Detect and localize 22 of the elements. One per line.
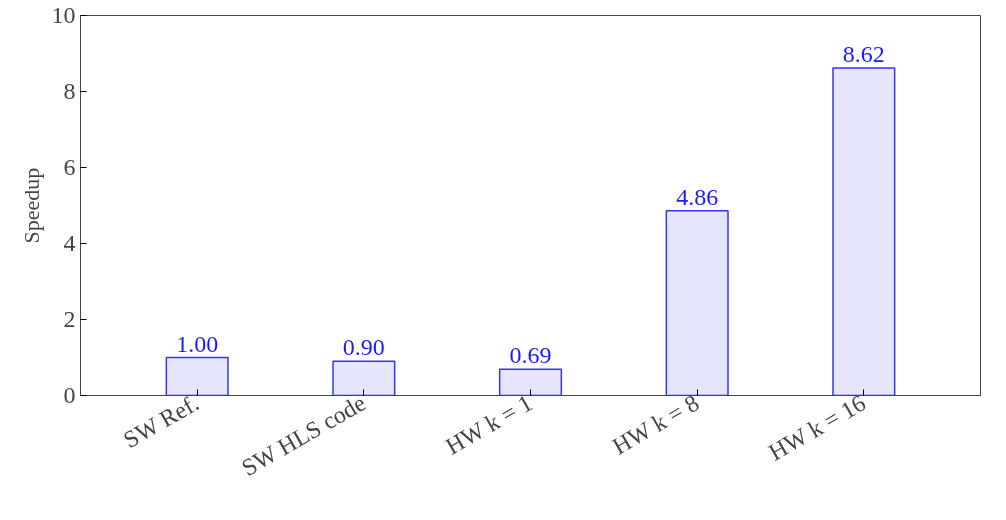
y-axis-title: Speedup	[18, 167, 44, 244]
y-tick-label: 10	[51, 2, 76, 28]
data-label: 0.69	[509, 342, 552, 369]
bar	[165, 356, 229, 396]
y-tick-label: 4	[63, 230, 76, 256]
data-label: 0.90	[342, 334, 385, 361]
bar	[832, 67, 896, 396]
bar	[332, 360, 396, 396]
x-tick-label: SW Ref.	[119, 389, 204, 454]
x-tick-label: HW k = 8	[607, 389, 704, 460]
x-tick-label: HW k = 1	[441, 389, 537, 460]
bar	[665, 210, 729, 396]
bar	[498, 368, 563, 396]
y-tick-label: 2	[63, 306, 76, 332]
x-tick-label: SW HLS code	[237, 389, 370, 482]
y-tick-label: 8	[63, 78, 76, 104]
x-tick-label: HW k = 16	[764, 389, 870, 466]
data-label: 8.62	[842, 40, 885, 67]
data-label: 4.86	[676, 183, 719, 210]
y-tick-label: 0	[63, 382, 76, 408]
data-label: 1.00	[176, 330, 219, 357]
y-tick-label: 6	[63, 154, 76, 180]
